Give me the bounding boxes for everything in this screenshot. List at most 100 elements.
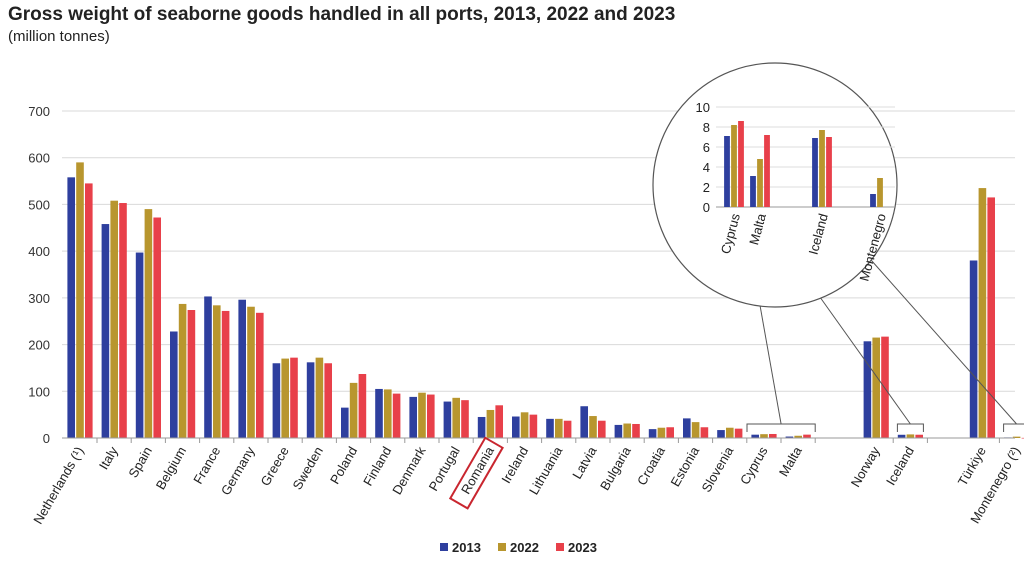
bar-denmark-2013 [409,396,417,438]
x-tick-label: Belgium [153,444,189,492]
bar-poland-2023 [358,374,367,438]
bar-norway-2022 [872,337,880,438]
legend-label-2022: 2022 [510,540,539,555]
bar-finland-2013 [375,388,383,438]
inset-bar-malta-2013 [750,176,756,207]
inset-y-tick-label: 0 [703,200,710,215]
bar-romania-2013 [477,416,486,438]
x-tick-label: Malta [776,443,805,479]
bar-iceland-2023 [915,434,923,438]
bar-iceland-2022 [906,434,915,438]
x-tick-label: Sweden [290,444,326,492]
x-tick-label: Slovenia [698,443,736,494]
bar-france-2023 [221,310,230,438]
legend: 2013 2022 2023 [440,540,597,555]
bar-lithuania-2013 [546,418,554,438]
bar-greece-2013 [272,363,281,438]
bar-netherlands-2023 [85,183,93,438]
bar-slovenia-2023 [734,428,743,438]
bar-estonia-2013 [683,418,691,438]
y-tick-label: 300 [28,291,50,306]
bar-spain-2013 [135,252,144,438]
x-tick-label: Netherlands (¹) [30,444,86,527]
bar-croatia-2013 [648,429,657,438]
inset-bar-iceland-2023 [826,137,832,207]
bar-estonia-2022 [691,422,700,438]
bar-iceland-2013 [897,434,906,438]
bar-poland-2013 [341,407,349,438]
bar-latvia-2013 [580,406,588,438]
bar-montenegro-2022 [1012,436,1021,438]
bar-germany-2013 [238,299,246,438]
bar-cyprus-2022 [760,434,768,438]
callout-line-montenegro [870,259,1017,425]
bar-slovenia-2022 [726,427,734,438]
x-tick-label: Lithuania [526,443,566,497]
y-tick-label: 500 [28,197,50,212]
bar-france-2013 [204,296,212,438]
x-tick-label: Italy [96,444,121,473]
y-tick-label: 400 [28,244,50,259]
legend-swatch-2023 [556,543,564,551]
bar-bulgaria-2023 [632,423,640,438]
y-axis: 0 100 200 300 400 500 600 700 [28,104,50,446]
inset-bar-cyprus-2023 [738,121,744,207]
bar-slovenia-2013 [717,430,725,438]
bar-ireland-2023 [529,414,538,438]
inset-bar-montenegro-2013 [870,194,876,207]
x-tick-label: Iceland [883,444,917,488]
bar-bulgaria-2013 [614,424,623,438]
inset-y-tick-label: 6 [703,140,710,155]
inset-circle [652,62,898,308]
bar-croatia-2022 [657,427,666,438]
highlight-box [448,436,504,510]
bar-finland-2023 [392,393,401,438]
inset-bar-malta-2023 [764,135,770,207]
bar-ireland-2013 [512,416,520,438]
bar-estonia-2023 [700,427,709,438]
x-tick-label: Croatia [634,443,668,487]
bar-ireland-2022 [520,412,529,438]
bar-cyprus-2023 [769,433,777,438]
bar-poland-2022 [349,382,358,438]
legend-label-2023: 2023 [568,540,597,555]
bars [67,162,1024,439]
bar-greece-2023 [290,357,298,438]
x-tick-label: Germany [218,444,258,498]
bar-malta-2022 [794,435,802,438]
chart-subtitle: (million tonnes) [8,28,110,45]
bar-croatia-2023 [666,427,674,438]
bar-belgium-2022 [178,303,187,438]
bar-denmark-2022 [418,392,426,438]
y-tick-label: 200 [28,338,50,353]
bar-portugal-2023 [461,400,469,438]
bar-greece-2022 [281,358,289,438]
legend-label-2013: 2013 [452,540,481,555]
chart-title: Gross weight of seaborne goods handled i… [8,4,676,25]
x-tick-label: Türkiye [955,444,989,488]
bar-lithuania-2023 [563,420,572,438]
bar-romania-2023 [495,405,503,438]
callout-bracket-cyprus-malta [746,423,816,432]
x-tick-label: Poland [327,444,360,487]
bar-sweden-2022 [315,357,324,438]
bar-portugal-2013 [443,401,452,438]
y-tick-label: 600 [28,151,50,166]
bar-t-rkiye-2013 [969,260,978,438]
inset-bar-iceland-2022 [819,130,825,207]
callout-line-cyprus-malta [759,306,782,425]
bar-denmark-2023 [427,394,435,438]
y-tick-label: 0 [43,431,50,446]
x-tick-label: Spain [125,444,155,480]
bar-latvia-2023 [598,420,606,438]
callout-line-iceland [820,297,911,425]
x-tick-label: Finland [360,444,394,488]
inset-bar-iceland-2013 [812,138,818,207]
bar-malta-2023 [803,434,811,438]
bar-italy-2022 [110,200,118,438]
x-tick-label: France [190,444,223,487]
bar-italy-2023 [119,203,127,438]
inset-y-tick-label: 8 [703,120,710,135]
bar-latvia-2022 [589,416,597,438]
